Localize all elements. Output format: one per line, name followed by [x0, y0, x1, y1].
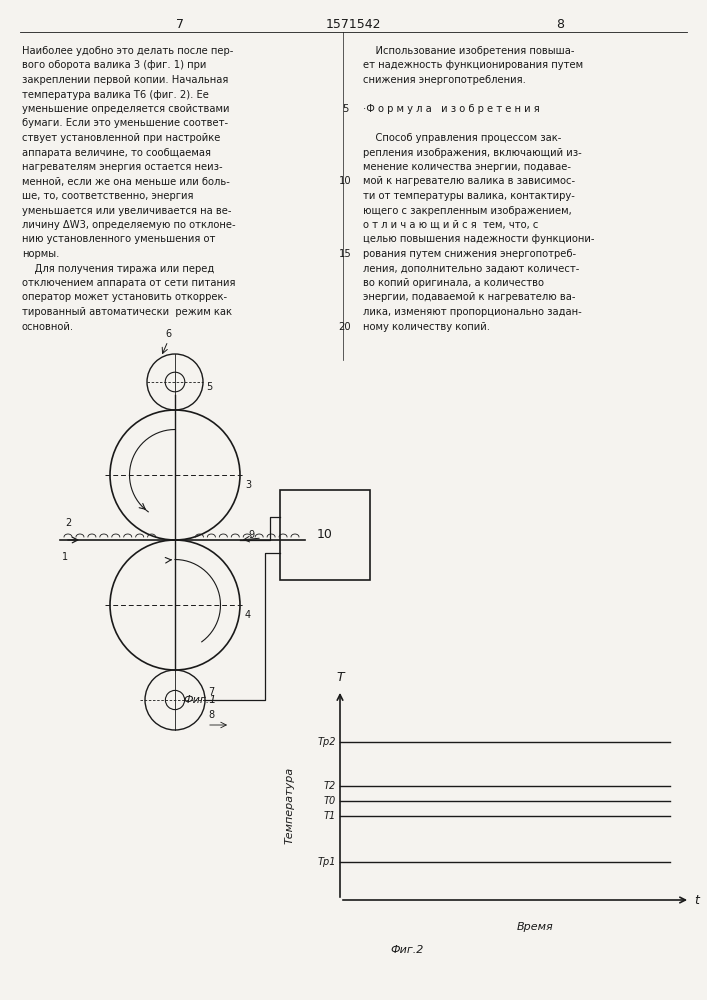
Text: 7: 7: [176, 18, 184, 31]
Text: энергии, подаваемой к нагревателю ва-: энергии, подаваемой к нагревателю ва-: [363, 292, 575, 302]
Text: Т2: Т2: [324, 781, 336, 791]
Text: ет надежность функционирования путем: ет надежность функционирования путем: [363, 60, 583, 70]
Text: 1: 1: [62, 552, 68, 562]
Text: ющего с закрепленным изображением,: ющего с закрепленным изображением,: [363, 206, 572, 216]
Text: мой к нагревателю валика в зависимос-: мой к нагревателю валика в зависимос-: [363, 176, 575, 186]
Text: личину ΔW3, определяемую по отклоне-: личину ΔW3, определяемую по отклоне-: [22, 220, 235, 230]
Text: основной.: основной.: [22, 322, 74, 332]
Text: менение количества энергии, подавае-: менение количества энергии, подавае-: [363, 162, 571, 172]
Text: Для получения тиража или перед: Для получения тиража или перед: [22, 263, 214, 274]
Text: 5: 5: [206, 382, 212, 392]
Text: закреплении первой копии. Начальная: закреплении первой копии. Начальная: [22, 75, 228, 85]
Text: температура валика Т6 (фиг. 2). Ее: температура валика Т6 (фиг. 2). Ее: [22, 90, 209, 100]
Text: 8: 8: [556, 18, 564, 31]
Text: Время: Время: [517, 922, 554, 932]
Text: Фиг.2: Фиг.2: [390, 945, 423, 955]
Text: менной, если же она меньше или боль-: менной, если же она меньше или боль-: [22, 176, 230, 186]
Text: Способ управления процессом зак-: Способ управления процессом зак-: [363, 133, 561, 143]
Text: 2: 2: [65, 518, 71, 528]
Text: Использование изобретения повыша-: Использование изобретения повыша-: [363, 46, 575, 56]
Text: 4: 4: [245, 610, 251, 620]
Text: Т0: Т0: [324, 796, 336, 806]
Text: уменьшается или увеличивается на ве-: уменьшается или увеличивается на ве-: [22, 206, 231, 216]
Text: тированный автоматически  режим как: тированный автоматически режим как: [22, 307, 232, 317]
Bar: [280, 490, 370, 580]
Text: Тр2: Тр2: [317, 737, 336, 747]
Text: 1571542: 1571542: [325, 18, 381, 31]
Text: 6: 6: [165, 329, 171, 339]
Text: 7: 7: [208, 687, 214, 697]
Text: Тр1: Тр1: [317, 857, 336, 867]
Text: нормы.: нормы.: [22, 249, 59, 259]
Text: отключением аппарата от сети питания: отключением аппарата от сети питания: [22, 278, 235, 288]
Text: бумаги. Если это уменьшение соответ-: бумаги. Если это уменьшение соответ-: [22, 118, 228, 128]
Text: 10: 10: [317, 528, 333, 542]
Text: вого оборота валика 3 (фиг. 1) при: вого оборота валика 3 (фиг. 1) при: [22, 60, 206, 70]
Text: лика, изменяют пропорционально задан-: лика, изменяют пропорционально задан-: [363, 307, 582, 317]
Text: снижения энергопотребления.: снижения энергопотребления.: [363, 75, 526, 85]
Text: аппарата величине, то сообщаемая: аппарата величине, то сообщаемая: [22, 147, 211, 157]
Text: о т л и ч а ю щ и й с я  тем, что, с: о т л и ч а ю щ и й с я тем, что, с: [363, 220, 538, 230]
Text: ления, дополнительно задают количест-: ления, дополнительно задают количест-: [363, 263, 579, 273]
Text: Фиг.1: Фиг.1: [183, 695, 216, 705]
Text: нию установленного уменьшения от: нию установленного уменьшения от: [22, 234, 216, 244]
Text: во копий оригинала, а количество: во копий оригинала, а количество: [363, 278, 544, 288]
Text: ствует установленной при настройке: ствует установленной при настройке: [22, 133, 221, 143]
Text: 20: 20: [339, 322, 351, 332]
Text: Температура: Температура: [285, 766, 295, 844]
Text: t: t: [694, 894, 699, 906]
Text: ти от температуры валика, контактиру-: ти от температуры валика, контактиру-: [363, 191, 575, 201]
Text: репления изображения, включающий из-: репления изображения, включающий из-: [363, 147, 582, 157]
Text: нагревателям энергия остается неиз-: нагревателям энергия остается неиз-: [22, 162, 223, 172]
Text: Наиболее удобно это делать после пер-: Наиболее удобно это делать после пер-: [22, 46, 233, 56]
Text: 8: 8: [208, 710, 214, 720]
Text: 3: 3: [245, 480, 251, 490]
Text: ше, то, соответственно, энергия: ше, то, соответственно, энергия: [22, 191, 194, 201]
Text: 10: 10: [339, 176, 351, 186]
Text: рования путем снижения энергопотреб-: рования путем снижения энергопотреб-: [363, 249, 576, 259]
Text: оператор может установить откоррек-: оператор может установить откоррек-: [22, 292, 227, 302]
Text: Т1: Т1: [324, 811, 336, 821]
Text: 5: 5: [341, 104, 348, 114]
Text: целью повышения надежности функциони-: целью повышения надежности функциони-: [363, 234, 595, 244]
Text: T: T: [337, 671, 344, 684]
Text: уменьшение определяется свойствами: уменьшение определяется свойствами: [22, 104, 230, 114]
Text: ному количеству копий.: ному количеству копий.: [363, 322, 490, 332]
Text: 9: 9: [248, 530, 254, 540]
Text: 15: 15: [339, 249, 351, 259]
Text: ·Ф о р м у л а   и з о б р е т е н и я: ·Ф о р м у л а и з о б р е т е н и я: [363, 104, 539, 114]
